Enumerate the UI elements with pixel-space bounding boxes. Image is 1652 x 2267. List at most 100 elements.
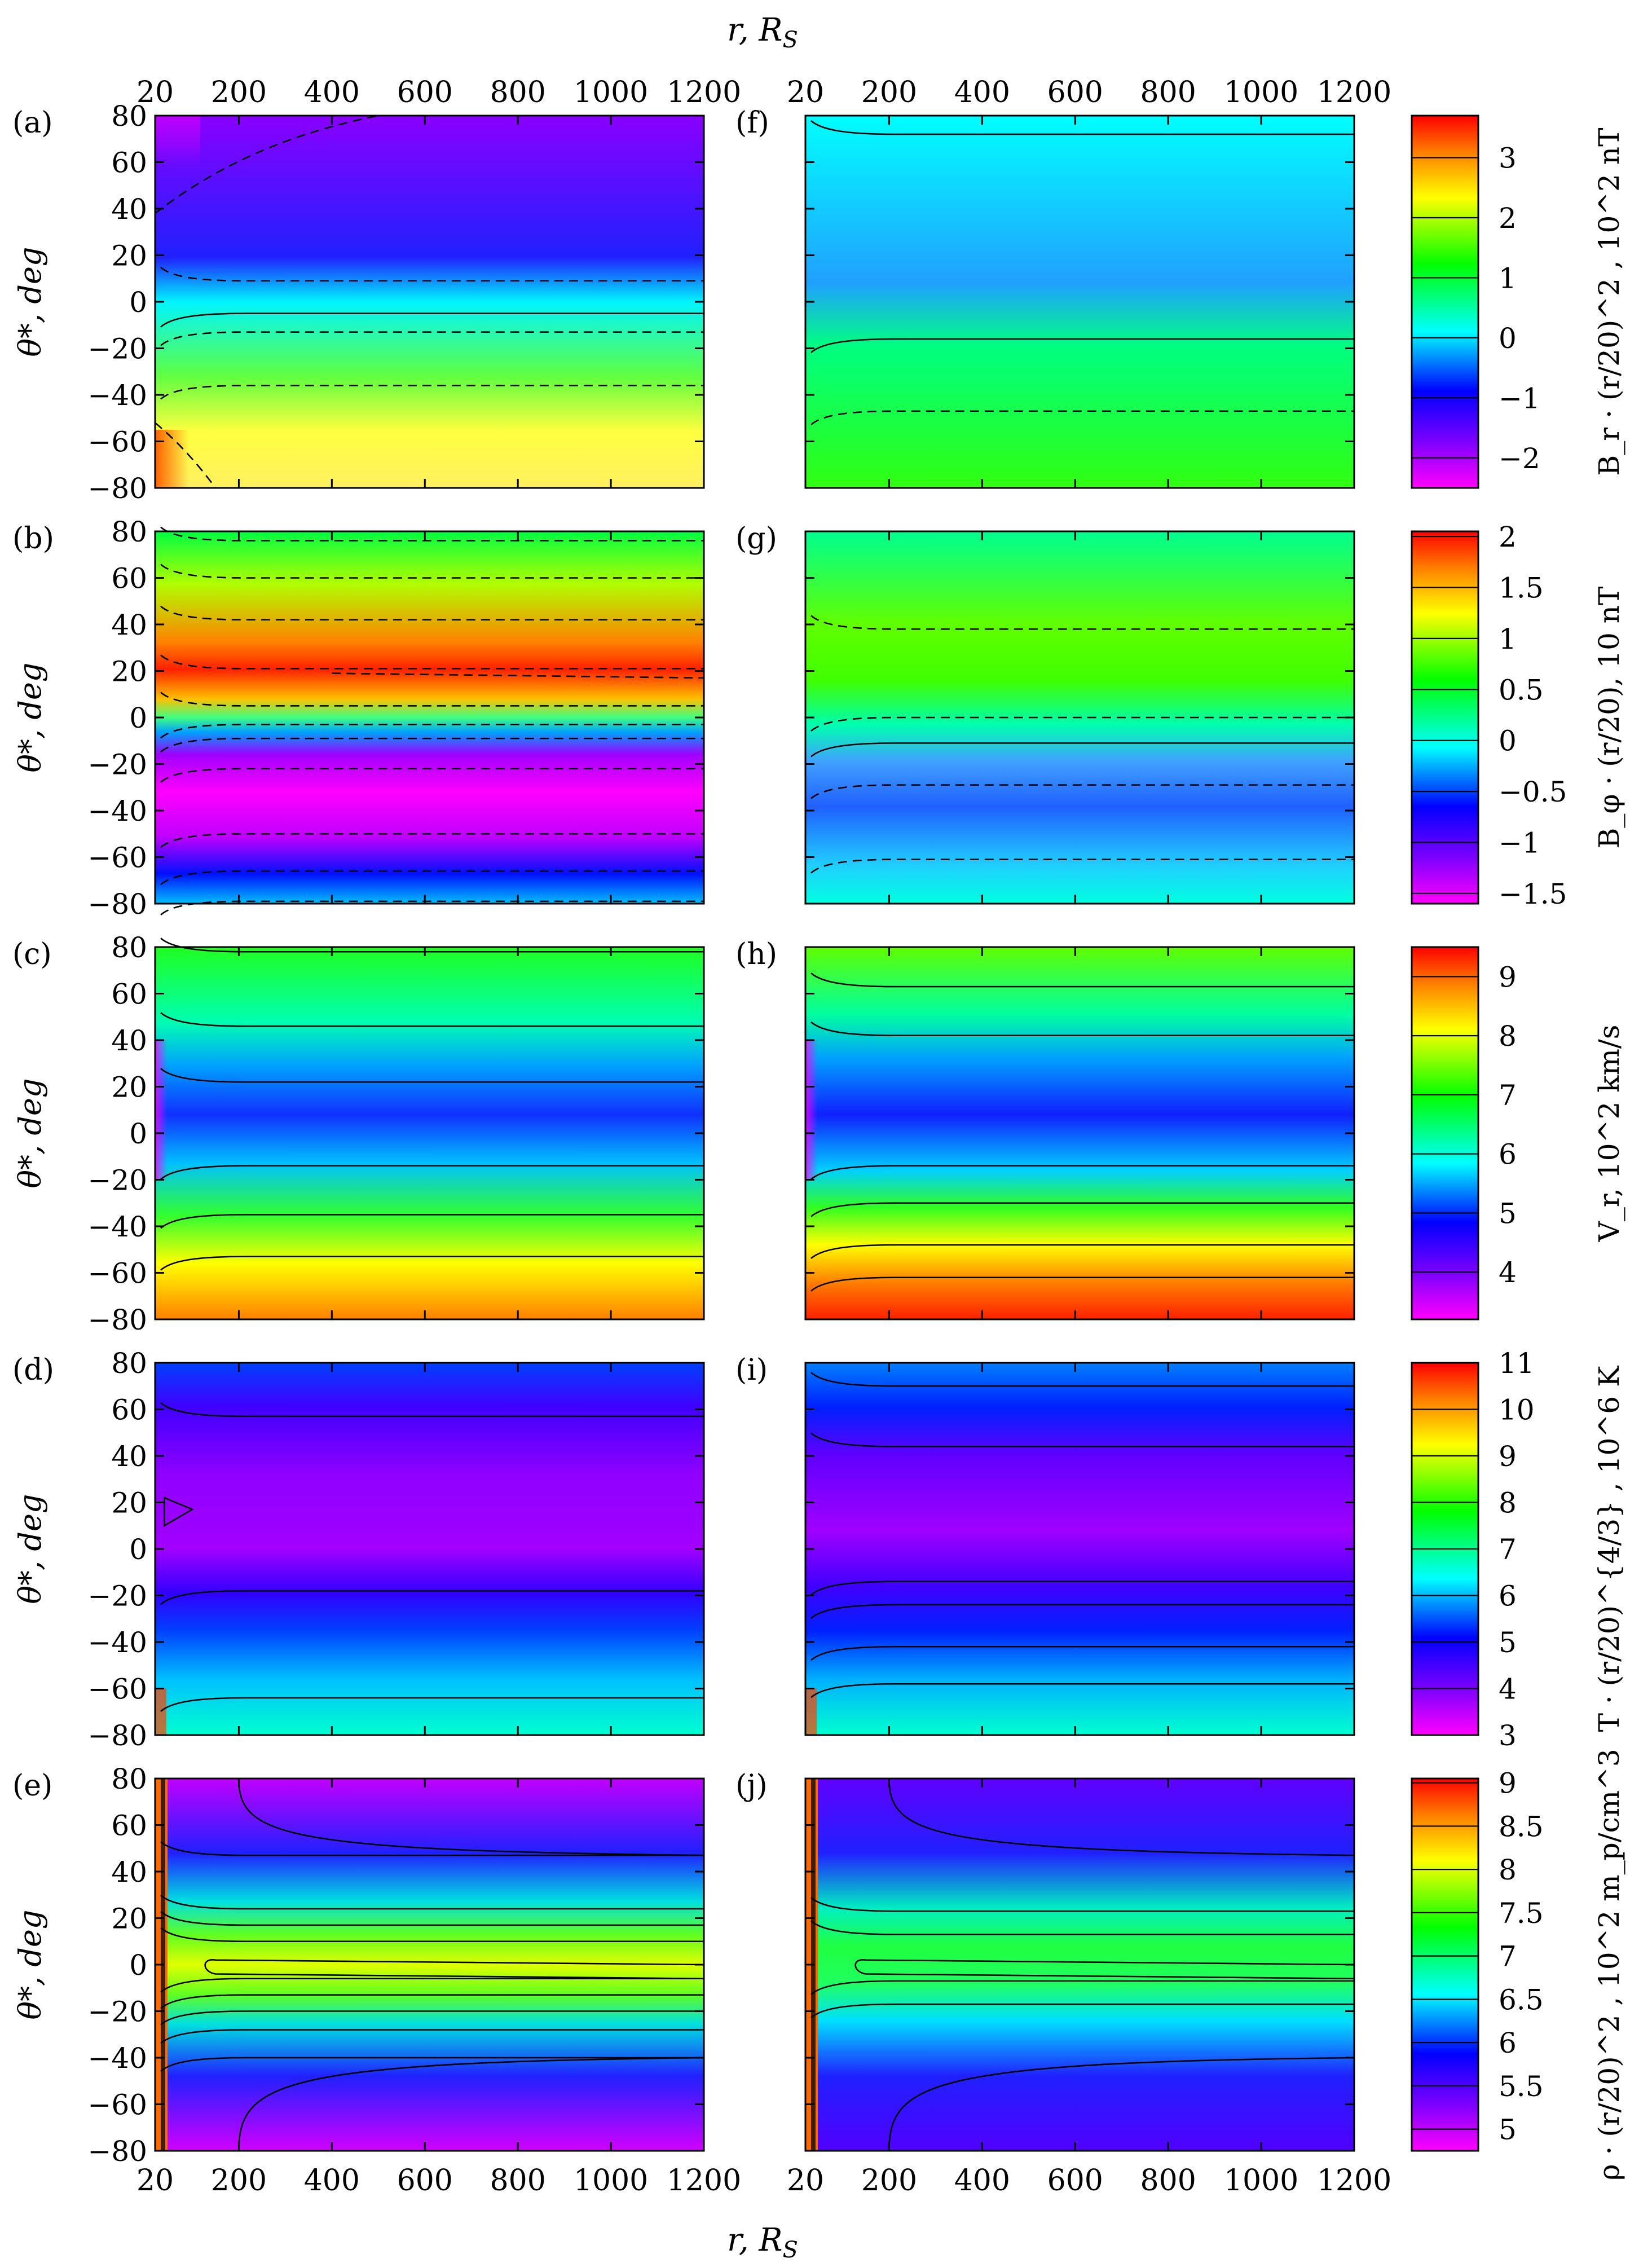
y-tick-label: 80: [111, 1347, 147, 1380]
colorbar-tick-label: 1: [1499, 623, 1517, 655]
x-tick-label-bottom: 20: [136, 2164, 174, 2198]
y-tick-label: 60: [111, 147, 147, 179]
y-tick-label: −80: [87, 2135, 147, 2168]
x-tick-label-bottom: 200: [211, 2164, 267, 2198]
y-tick-label: 40: [111, 609, 147, 641]
contour-line: [810, 1276, 1354, 1292]
colorbar-tick-label: 5.5: [1499, 2070, 1544, 2103]
contour-line: [160, 266, 704, 282]
heatmap-field: [805, 1779, 1354, 2151]
y-tick-label: −40: [87, 795, 147, 827]
x-tick-label-bottom: 800: [490, 2164, 546, 2198]
y-tick-label: 40: [111, 193, 147, 226]
colorbar-label: T · (r/20)^{4/3} , 10^6 K: [1593, 1365, 1625, 1732]
contour-line: [810, 859, 1354, 874]
contour-line: [810, 784, 1354, 799]
colorbar-tick-label: 2: [1499, 202, 1517, 235]
panel-a: 80 60 40 20 0 −20 −40 −60 −80 (a): [12, 100, 705, 505]
colorbar-tick-label: 11: [1499, 1347, 1535, 1380]
y-tick-label: 40: [111, 1024, 147, 1057]
colorbar-tick-label: 9: [1499, 1440, 1517, 1473]
y-tick-label: 20: [111, 1487, 147, 1520]
contour-line: [238, 2057, 704, 2151]
contour-line: [810, 1683, 1354, 1698]
colorbar-tick-label: −1: [1499, 827, 1540, 860]
edge-hot: [155, 429, 189, 488]
contour-line: [810, 1432, 1354, 1447]
panel-j: (j): [735, 1769, 1355, 2152]
contour-line: [810, 1165, 1354, 1180]
edge-mag: [155, 1040, 168, 1180]
y-tick-label: 20: [111, 1903, 147, 1935]
colorbar-label: B_φ · (r/20), 10 nT: [1593, 587, 1625, 849]
y-tick-label: 80: [111, 100, 147, 133]
panel-label: (a): [12, 106, 53, 140]
y-tick-label: −60: [87, 426, 147, 459]
colorbar-tick-label: 6: [1499, 1580, 1517, 1613]
contour-line: [160, 312, 704, 328]
contour-line: [160, 1978, 704, 1993]
contour-line: [160, 1697, 704, 1712]
colorbar-tick-label: 1.5: [1499, 571, 1544, 604]
contour-line: [160, 1927, 704, 1943]
contour-line: [164, 1496, 194, 1528]
panel-label: (d): [12, 1353, 54, 1387]
heatmap-field: [805, 1363, 1354, 1735]
contour-line: [810, 1244, 1354, 1259]
y-tick-label: 60: [111, 1810, 147, 1842]
panel-b: 80 60 40 20 0 −20 −40 −60 −80 (b): [12, 516, 705, 921]
contour-line: [160, 1165, 704, 1180]
contour-line: [160, 1841, 704, 1856]
colorbar-tick-label: 6: [1499, 2027, 1517, 2059]
y-tick-label: −40: [87, 1210, 147, 1243]
colorbar-tick-label: 3: [1499, 1719, 1517, 1752]
y-tick-label: −80: [87, 888, 147, 921]
panel-label: (f): [735, 106, 769, 140]
contour-line: [160, 768, 704, 783]
panel-f: (f): [735, 106, 1355, 489]
contour-line: [810, 1897, 1354, 1912]
y-tick-label: −20: [87, 1580, 147, 1613]
colorbar-tick-label: 8: [1499, 1487, 1517, 1520]
contour-line: [160, 2029, 704, 2044]
x-tick-label-bottom: 800: [1140, 2164, 1196, 2198]
y-tick-label: 20: [111, 240, 147, 272]
contour-line: [810, 1920, 1354, 1935]
contour-line: [810, 742, 1354, 758]
y-tick-label: −40: [87, 379, 147, 412]
y-axis-label: θ*, deg: [12, 1910, 48, 2020]
contour-line: [810, 2003, 1354, 2019]
y-tick-label: 60: [111, 1394, 147, 1427]
edge-mag: [805, 1040, 818, 1180]
contour-line: [155, 115, 379, 214]
heatmap-field: [155, 531, 704, 904]
colorbar-tick-label: 8: [1499, 1854, 1517, 1886]
contour-line: [155, 422, 217, 488]
colorbar-frame: [1411, 1362, 1479, 1736]
x-tick-label-bottom: 1000: [574, 2164, 648, 2198]
y-tick-label: 0: [129, 286, 147, 319]
y-tick-label: 80: [111, 516, 147, 548]
x-tick-label-bottom: 1200: [1317, 2164, 1391, 2198]
panel-label: (h): [735, 937, 777, 971]
x-tick-label-top: 1000: [574, 76, 648, 109]
x-tick-label-top: 800: [490, 76, 546, 109]
x-tick-label-bottom: 1000: [1224, 2164, 1298, 2198]
contour-line: [160, 1590, 704, 1605]
colorbar-tick-label: 8: [1499, 1020, 1517, 1053]
contour-line: [810, 120, 1354, 135]
x-tick-label-top: 800: [1140, 76, 1196, 109]
panel-label: (b): [12, 522, 54, 556]
colorbar-tick-label: 2: [1499, 521, 1517, 553]
panel-e: 80 60 40 20 0 −20 −40 −60 −80 (e): [12, 1763, 705, 2168]
y-axis-label: θ*, deg: [12, 1079, 48, 1188]
colorbar-tick-label: −1.5: [1499, 878, 1567, 910]
contour-line: [160, 1012, 704, 1027]
contour-line: [160, 1214, 704, 1229]
panel-d: 80 60 40 20 0 −20 −40 −60 −80 (d): [12, 1347, 705, 1752]
colorbar-gradient: [1412, 1779, 1478, 2151]
colorbar-tick-label: 0.5: [1499, 674, 1544, 706]
colorbar: 11 10 9 8 7 6 5 4 3 T · (r/20)^{4/3} , 10^6 K: [1411, 1347, 1625, 1752]
x-tick-label-bottom: 600: [1047, 2164, 1103, 2198]
contour-line: [160, 833, 704, 848]
